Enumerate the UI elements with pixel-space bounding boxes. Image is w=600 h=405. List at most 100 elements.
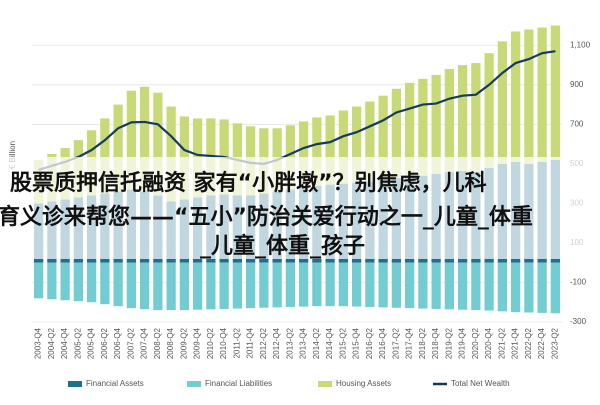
bar <box>298 262 309 307</box>
bar <box>365 262 375 307</box>
overlay-text: 股票质押信托融资 家有“小胖墩”？别焦虑，儿科 <box>10 171 487 196</box>
bar <box>378 262 388 308</box>
bar <box>497 262 508 312</box>
bar <box>444 262 455 310</box>
bar <box>418 262 428 309</box>
y-tick-label: 1,100 <box>570 40 591 49</box>
bar <box>100 262 110 305</box>
bar <box>365 101 375 182</box>
x-tick-label: 2010-Q2 <box>206 327 215 359</box>
bar <box>73 262 84 302</box>
x-tick-label: 2016-Q4 <box>378 327 387 359</box>
x-tick-label: 2019-Q4 <box>458 327 467 359</box>
bar <box>484 262 494 311</box>
x-tick-label: 2004-Q4 <box>60 327 69 359</box>
x-tick-label: 2016-Q2 <box>365 327 374 359</box>
bar <box>484 53 494 168</box>
bar <box>537 262 547 313</box>
legend-label: Financial Assets <box>86 379 144 388</box>
bar <box>550 25 561 160</box>
x-tick-label: 2007-Q4 <box>140 327 149 359</box>
bar <box>510 262 521 313</box>
x-tick-label: 2006-Q4 <box>113 327 122 359</box>
x-tick-label: 2011-Q2 <box>232 327 241 358</box>
bar <box>378 95 388 180</box>
bar <box>391 262 402 308</box>
bar <box>431 74 441 174</box>
bar <box>524 262 534 313</box>
bar <box>259 262 269 308</box>
x-tick-label: 2004-Q2 <box>47 327 56 359</box>
bar <box>113 104 123 192</box>
y-axis-label: € Billion <box>8 141 17 169</box>
bar <box>325 262 335 307</box>
bar <box>139 86 150 192</box>
bar <box>232 262 243 309</box>
bar <box>471 63 481 172</box>
bar <box>471 262 481 311</box>
bar <box>272 262 282 308</box>
x-tick-label: 2003-Q4 <box>34 327 43 359</box>
x-tick-label: 2014-Q2 <box>312 327 321 359</box>
bar <box>404 82 415 176</box>
bar <box>219 262 229 309</box>
x-tick-label: 2017-Q4 <box>405 327 414 359</box>
y-tick-label: 900 <box>570 80 584 89</box>
bar <box>431 262 441 309</box>
bar <box>510 31 521 162</box>
x-tick-label: 2019-Q2 <box>444 327 453 359</box>
x-tick-label: 2015-Q2 <box>338 327 347 359</box>
bar <box>298 121 309 188</box>
bar <box>206 262 216 310</box>
x-tick-label: 2018-Q4 <box>431 327 440 359</box>
bar <box>153 92 163 196</box>
bar <box>524 29 534 164</box>
bar <box>391 88 402 178</box>
x-tick-label: 2007-Q2 <box>126 327 135 359</box>
line <box>38 50 556 171</box>
bar <box>126 262 137 309</box>
x-tick-label: 2021-Q2 <box>497 327 506 359</box>
bar <box>60 262 70 301</box>
x-tick-label: 2017-Q2 <box>391 327 400 359</box>
overlay-text: 育义诊来帮您——“五小”防治关爱行动之一_儿童_体重 <box>0 205 533 230</box>
x-tick-label: 2015-Q4 <box>352 327 361 359</box>
x-tick-label: 2021-Q4 <box>511 327 520 359</box>
bar <box>312 117 322 186</box>
bar <box>47 262 57 300</box>
bar <box>192 262 203 310</box>
bar <box>404 262 415 309</box>
bar <box>245 262 256 309</box>
bar <box>457 65 468 171</box>
x-tick-label: 2006-Q2 <box>100 327 109 359</box>
bar <box>418 78 428 176</box>
x-tick-label: 2009-Q2 <box>179 327 188 359</box>
legend-swatch <box>318 381 332 387</box>
overlay-text: _儿童_体重_孩子 <box>200 234 366 259</box>
bar <box>166 106 176 202</box>
legend-swatch <box>187 381 201 387</box>
legend-swatch <box>68 381 82 387</box>
bar <box>113 262 123 307</box>
x-tick-label: 2013-Q2 <box>285 327 294 359</box>
x-tick-label: 2008-Q4 <box>166 327 175 359</box>
x-tick-label: 2011-Q4 <box>246 327 255 358</box>
bar <box>351 262 362 307</box>
bar <box>33 262 44 299</box>
bar <box>457 262 468 310</box>
bar <box>285 262 296 307</box>
bar <box>497 41 508 164</box>
x-tick-label: 2022-Q2 <box>524 327 533 359</box>
bar <box>166 262 176 311</box>
y-tick-label: 700 <box>570 119 584 128</box>
x-tick-label: 2012-Q4 <box>272 327 281 359</box>
x-tick-label: 2020-Q2 <box>471 327 480 359</box>
bar <box>179 262 190 311</box>
y-tick-label: -100 <box>570 278 587 287</box>
x-tick-label: 2013-Q4 <box>299 327 308 359</box>
bar <box>351 106 362 183</box>
x-tick-label: 2020-Q4 <box>484 327 493 359</box>
bar <box>325 115 335 185</box>
x-tick-label: 2005-Q4 <box>87 327 96 359</box>
